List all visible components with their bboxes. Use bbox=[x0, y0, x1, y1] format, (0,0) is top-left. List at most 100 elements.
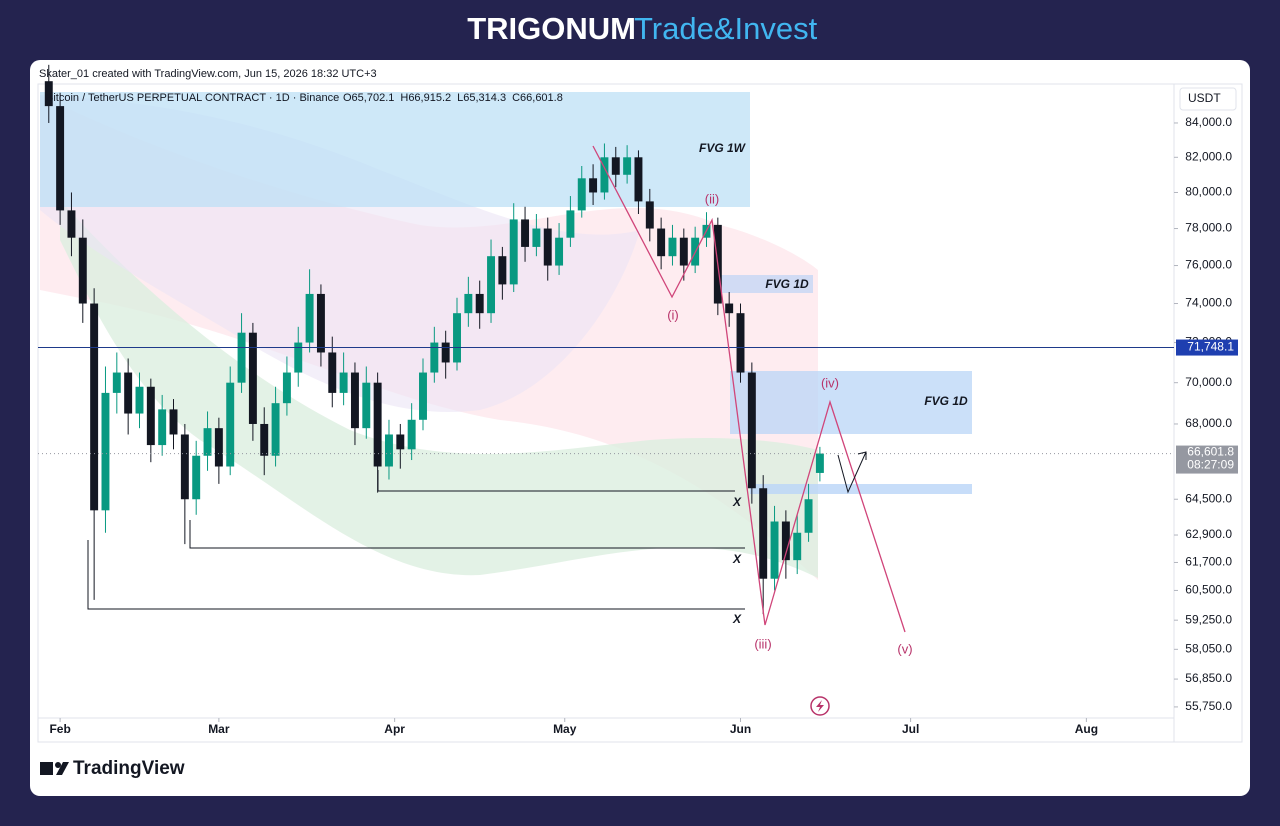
candle-body bbox=[407, 419, 416, 450]
candle-body bbox=[419, 372, 427, 420]
y-tick-label: 70,000.0 bbox=[1185, 375, 1232, 389]
candle-body bbox=[112, 372, 121, 393]
y-tick-label: 62,900.0 bbox=[1185, 527, 1232, 541]
candle-body bbox=[611, 157, 620, 175]
event-icon-bolt bbox=[816, 700, 824, 712]
candle-body bbox=[815, 453, 824, 473]
y-tick-label: 80,000.0 bbox=[1185, 185, 1232, 199]
candle-body bbox=[56, 106, 65, 211]
candle-body bbox=[430, 342, 439, 373]
fvg-label: FVG 1D bbox=[765, 277, 809, 291]
brand-tag: Trade&Invest bbox=[634, 11, 818, 46]
ohlc-label: O65,702.1 bbox=[343, 92, 394, 104]
candle-body bbox=[623, 157, 632, 175]
ohlc-label: C66,601.8 bbox=[512, 92, 563, 104]
x-tick-label: May bbox=[553, 722, 577, 736]
candle-body bbox=[498, 256, 507, 285]
candle-body bbox=[282, 372, 291, 404]
y-tick-label: 68,000.0 bbox=[1185, 416, 1232, 430]
tv-logo: TradingView bbox=[40, 758, 185, 779]
candle-body bbox=[237, 332, 246, 383]
candle-body bbox=[192, 455, 201, 500]
candle-body bbox=[487, 256, 496, 314]
candle-body bbox=[248, 332, 257, 424]
y-tick-label: 76,000.0 bbox=[1185, 258, 1232, 272]
candle-body bbox=[532, 228, 541, 247]
wave-label: (ii) bbox=[705, 191, 719, 206]
ohlc-label: L65,314.3 bbox=[457, 92, 506, 104]
candle-body bbox=[124, 372, 133, 414]
y-tick-label: 58,050.0 bbox=[1185, 641, 1232, 655]
candle-body bbox=[169, 409, 178, 435]
candle-body bbox=[521, 219, 530, 247]
candle-body bbox=[294, 342, 303, 373]
candle-body bbox=[600, 157, 609, 193]
x-mark: X bbox=[732, 552, 742, 566]
currency: USDT bbox=[1188, 91, 1221, 105]
brand: TRIGONUM bbox=[467, 11, 636, 46]
y-tick-label: 59,250.0 bbox=[1185, 612, 1232, 626]
x-tick-label: Apr bbox=[384, 722, 405, 736]
candle-body bbox=[203, 428, 212, 456]
candle-body bbox=[135, 386, 144, 414]
candle-body bbox=[158, 409, 167, 446]
x-mark: X bbox=[732, 495, 742, 509]
candle-body bbox=[339, 372, 348, 393]
candle-body bbox=[226, 382, 235, 467]
candle-body bbox=[90, 303, 99, 511]
candle-body bbox=[362, 382, 371, 429]
candle-body bbox=[475, 293, 484, 314]
candle-body bbox=[793, 532, 802, 561]
candle-body bbox=[781, 521, 790, 561]
candle-body bbox=[555, 237, 564, 266]
logo-mark bbox=[40, 762, 53, 775]
fvg-zone bbox=[720, 275, 813, 293]
chart-frame bbox=[37, 83, 1243, 743]
candle-body bbox=[577, 178, 586, 211]
candle-body bbox=[736, 313, 745, 373]
attribution: Skater_01 created with TradingView.com, … bbox=[39, 68, 377, 80]
x-tick-label: Mar bbox=[208, 722, 230, 736]
last-price-label: 66,601.8 bbox=[1187, 445, 1234, 459]
x-tick-label: Aug bbox=[1075, 722, 1098, 736]
candle-body bbox=[441, 342, 450, 363]
y-tick-label: 64,500.0 bbox=[1185, 491, 1232, 505]
fvg-label: FVG 1D bbox=[924, 394, 968, 408]
symbol-title: Bitcoin / TetherUS PERPETUAL CONTRACT · … bbox=[46, 92, 339, 104]
wave-label: (v) bbox=[897, 641, 912, 656]
y-tick-label: 56,850.0 bbox=[1185, 671, 1232, 685]
candle-body bbox=[260, 423, 269, 456]
x-tick-label: Feb bbox=[49, 722, 70, 736]
candle-body bbox=[747, 372, 756, 489]
candle-body bbox=[668, 237, 677, 257]
wave-label: (iv) bbox=[821, 375, 839, 390]
projection-arrow bbox=[837, 451, 867, 494]
candle-body bbox=[770, 521, 779, 579]
y-tick-label: 82,000.0 bbox=[1185, 149, 1232, 163]
x-tick-label: Jun bbox=[730, 722, 751, 736]
y-tick-label: 61,700.0 bbox=[1185, 555, 1232, 569]
candle-body bbox=[679, 237, 688, 266]
candle-body bbox=[634, 157, 643, 202]
y-tick-label: 60,500.0 bbox=[1185, 583, 1232, 597]
candle-body bbox=[464, 293, 473, 314]
candle-body bbox=[44, 81, 53, 107]
candle-body bbox=[78, 237, 87, 304]
candle-body bbox=[67, 210, 76, 238]
price-label-bg bbox=[1176, 339, 1238, 356]
candle-body bbox=[305, 293, 314, 343]
currency-box bbox=[1179, 87, 1237, 111]
x-tick-label: Jul bbox=[902, 722, 919, 736]
y-tick-label: 74,000.0 bbox=[1185, 296, 1232, 310]
candle-body bbox=[725, 303, 734, 314]
candle-body bbox=[509, 219, 518, 285]
wave-label: (i) bbox=[667, 307, 679, 322]
wave-path bbox=[592, 145, 906, 633]
fvg-zone bbox=[750, 484, 972, 494]
candle-body bbox=[385, 434, 393, 467]
candle-body bbox=[566, 210, 575, 238]
candle-body bbox=[657, 228, 666, 257]
candle-body bbox=[396, 434, 405, 450]
candle-body bbox=[543, 228, 552, 266]
